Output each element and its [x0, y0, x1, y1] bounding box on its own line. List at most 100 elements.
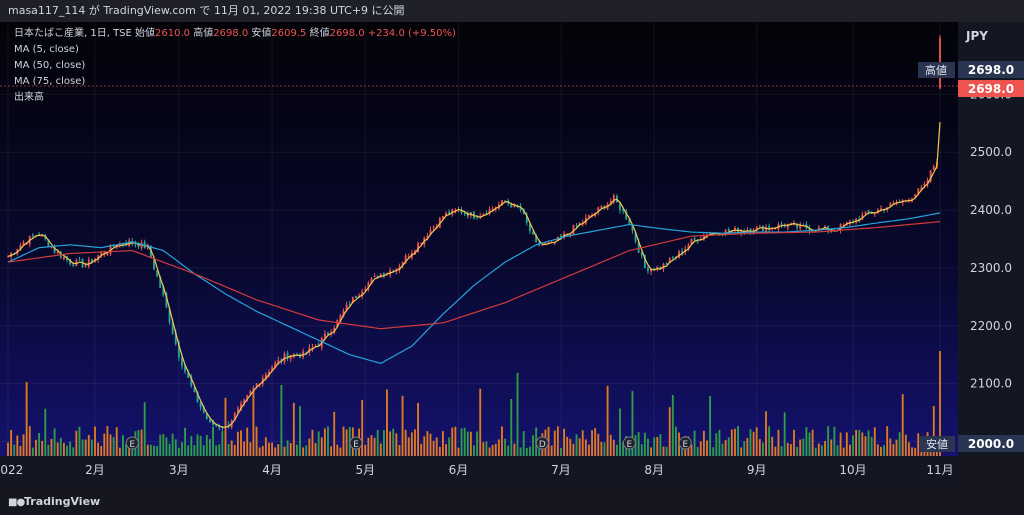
candle-body: [917, 188, 920, 195]
legend-ma75[interactable]: MA (75, close): [14, 76, 86, 87]
volume-bar: [482, 442, 485, 456]
candle-body: [174, 332, 177, 344]
volume-bar: [165, 437, 168, 456]
candle-body: [588, 215, 590, 218]
earnings-event-icon[interactable]: E: [349, 436, 363, 450]
volume-bar: [230, 440, 233, 456]
volume-bar: [227, 443, 230, 456]
candle-body: [355, 296, 357, 299]
candle-body: [765, 227, 767, 232]
candle-body: [448, 211, 451, 215]
volume-bar: [100, 445, 103, 456]
legend-ma50[interactable]: MA (50, close): [14, 60, 86, 71]
candle-body: [364, 288, 367, 291]
time-tick-label: 4月: [262, 463, 282, 477]
time-axis[interactable]: [0, 456, 958, 488]
candle-body: [429, 229, 432, 235]
candle-body: [755, 226, 758, 231]
volume-bar: [914, 447, 917, 456]
candle-body: [914, 194, 917, 198]
candle-body: [233, 413, 236, 421]
volume-bar: [761, 442, 764, 456]
volume-bar: [852, 435, 854, 456]
volume-bar: [479, 388, 482, 456]
volume-bar: [581, 430, 584, 456]
volume-bar: [280, 385, 283, 456]
volume-bar: [373, 437, 376, 456]
earnings-event-icon[interactable]: E: [125, 436, 139, 450]
event-circle: [349, 436, 363, 450]
candle-body: [463, 212, 466, 214]
earnings-event-icon[interactable]: E: [678, 436, 692, 450]
volume-bar: [81, 439, 84, 456]
candle-body: [193, 387, 196, 393]
volume-bar: [842, 447, 845, 456]
candle-body: [668, 258, 671, 264]
volume-bar: [793, 429, 795, 456]
volume-bar: [721, 443, 724, 456]
candle-body: [348, 304, 351, 306]
volume-bar: [314, 443, 317, 456]
candle-body: [445, 213, 447, 217]
price-tick-label: 2400.0: [970, 203, 1012, 217]
volume-bar: [103, 433, 106, 456]
volume-bar: [724, 440, 727, 456]
volume-bar: [355, 444, 357, 456]
volume-bar: [87, 435, 90, 456]
volume-bar: [727, 437, 730, 456]
volume-bar: [16, 435, 19, 456]
volume-bar: [656, 436, 659, 456]
earnings-event-icon[interactable]: E: [622, 436, 636, 450]
volume-bar: [768, 426, 771, 456]
candle-body: [476, 217, 479, 219]
volume-bar: [62, 443, 65, 456]
volume-bar: [423, 436, 426, 456]
volume-bar: [159, 434, 162, 456]
last-price-label: 2698.0: [968, 82, 1014, 96]
legend-volume[interactable]: 出来高: [14, 92, 44, 103]
candle-body: [858, 218, 861, 221]
volume-bar: [382, 430, 385, 456]
candle-body: [323, 333, 326, 338]
candle-body: [830, 231, 833, 233]
candle-body: [572, 225, 575, 235]
tradingview-logo[interactable]: ■●TradingView: [8, 495, 100, 508]
candle-body: [379, 273, 382, 277]
candle-body: [72, 264, 75, 266]
candle-body: [339, 315, 342, 322]
candle-body: [640, 252, 643, 256]
candle-body: [407, 256, 410, 258]
event-label: E: [626, 440, 632, 450]
volume-bar: [7, 442, 9, 456]
volume-bar: [612, 439, 615, 456]
candle-body: [106, 252, 109, 255]
low-tag-label: 安値: [926, 437, 948, 451]
candle-body: [286, 353, 289, 359]
legend-ma5[interactable]: MA (5, close): [14, 44, 79, 55]
candle-body: [159, 277, 162, 288]
price-chart[interactable]: E E E D E 2000.0 2100.0 2200.0 2300.0 2400.0 2500…: [0, 22, 1024, 488]
candle-body: [690, 239, 693, 245]
candle-body: [783, 225, 786, 227]
volume-bar: [699, 441, 702, 456]
plot-area[interactable]: [0, 22, 958, 456]
candle-body: [87, 259, 90, 267]
volume-bar: [125, 444, 127, 456]
volume-bar: [118, 447, 121, 456]
volume-bar: [783, 412, 786, 456]
volume-bar: [805, 427, 808, 456]
time-tick-label: 9月: [747, 463, 767, 477]
volume-bar: [379, 443, 382, 456]
volume-bar: [675, 426, 677, 456]
candle-body: [31, 234, 34, 237]
candle-body: [519, 206, 522, 211]
volume-bar: [494, 443, 497, 456]
candle-body: [187, 372, 190, 378]
volume-bar: [513, 443, 516, 456]
volume-bar: [637, 432, 640, 456]
candle-body: [78, 259, 81, 261]
volume-bar: [199, 435, 202, 456]
volume-bar: [31, 447, 34, 456]
volume-bar: [802, 438, 805, 456]
dividend-event-icon[interactable]: D: [535, 436, 549, 450]
